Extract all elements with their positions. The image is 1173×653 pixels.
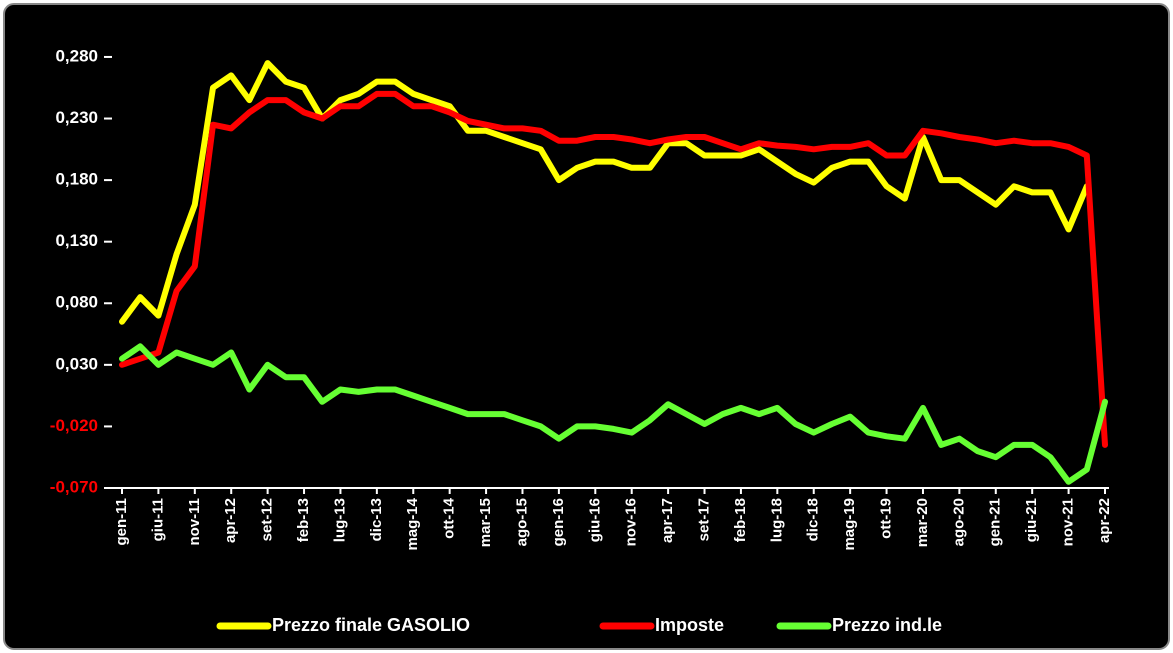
legend-label: Prezzo ind.le — [832, 615, 942, 635]
x-tick-label: nov-21 — [1060, 498, 1077, 546]
x-tick-label: giu-11 — [149, 498, 166, 541]
x-tick-label: mag-14 — [404, 497, 421, 550]
x-tick-label: dic-18 — [805, 498, 822, 541]
x-tick-label: ott-19 — [878, 498, 895, 539]
x-tick-label: set-12 — [259, 498, 276, 541]
chart-background — [3, 3, 1170, 650]
y-tick-label: 0,180 — [55, 170, 98, 189]
x-tick-label: ago-15 — [513, 498, 530, 546]
x-tick-label: feb-13 — [295, 498, 312, 542]
series-line — [119, 343, 1108, 485]
y-tick-label: -0,070 — [50, 477, 98, 496]
x-tick-label: ott-14 — [441, 497, 458, 538]
x-tick-label: mar-15 — [477, 498, 494, 547]
x-tick-label: nov-16 — [623, 498, 640, 546]
y-tick-label: -0,020 — [50, 416, 98, 435]
y-tick-label: 0,030 — [55, 354, 98, 373]
y-tick-label: 0,230 — [55, 108, 98, 127]
x-tick-label: nov-11 — [186, 498, 203, 546]
series-line — [119, 60, 1090, 325]
x-tick-label: set-17 — [695, 498, 712, 541]
x-tick-label: dic-13 — [368, 498, 385, 541]
x-tick-label: giu-16 — [586, 498, 603, 542]
x-tick-label: lug-13 — [331, 498, 348, 542]
x-tick-label: gen-16 — [550, 498, 567, 546]
x-tick-label: mar-20 — [914, 498, 931, 547]
x-tick-label: lug-18 — [768, 498, 785, 542]
x-tick-label: gen-11 — [113, 498, 130, 546]
legend-label: Prezzo finale GASOLIO — [272, 615, 470, 635]
x-tick-label: giu-21 — [1023, 498, 1040, 542]
y-tick-label: 0,080 — [55, 293, 98, 312]
x-tick-label: feb-18 — [732, 498, 749, 542]
x-tick-label: apr-22 — [1096, 498, 1113, 543]
x-tick-label: mag-19 — [841, 498, 858, 551]
x-tick-label: ago-20 — [950, 498, 967, 546]
x-tick-label: apr-17 — [659, 498, 676, 543]
x-tick-label: apr-12 — [222, 498, 239, 543]
y-tick-label: 0,280 — [55, 46, 98, 65]
series-line — [119, 90, 1108, 448]
y-tick-label: 0,130 — [55, 231, 98, 250]
legend-label: Imposte — [655, 615, 724, 635]
x-tick-label: gen-21 — [987, 498, 1004, 546]
